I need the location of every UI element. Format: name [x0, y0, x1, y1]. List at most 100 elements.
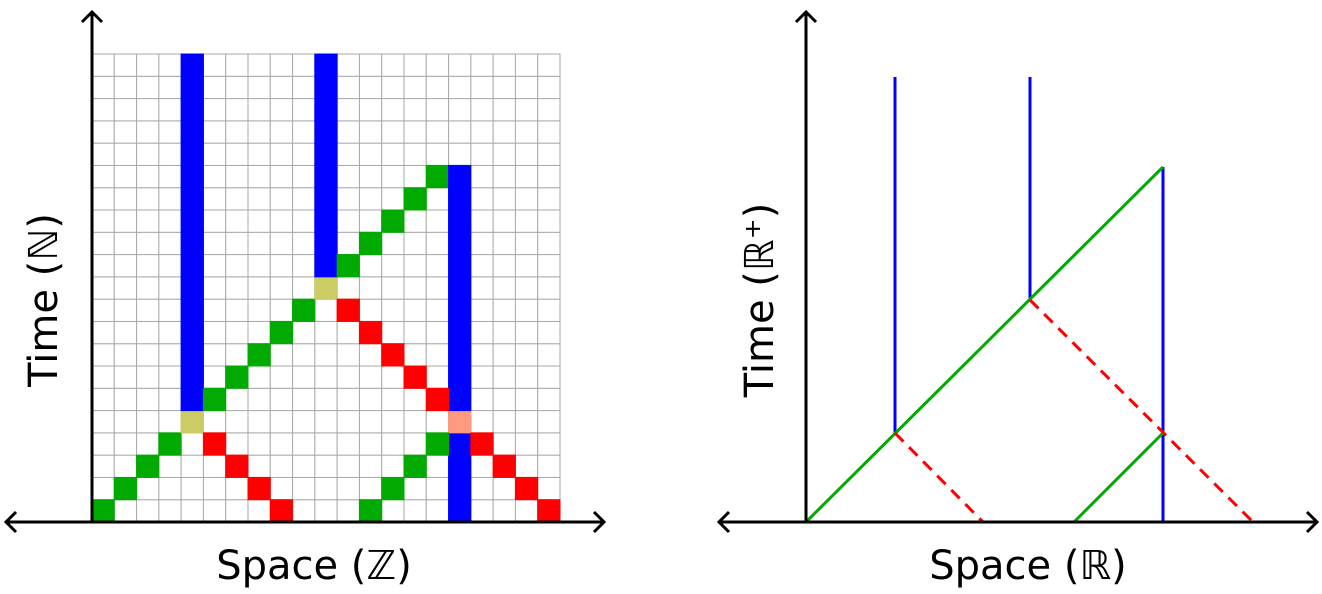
colored-cell — [448, 499, 472, 523]
grid-cell — [514, 432, 539, 456]
grid-cell — [247, 276, 271, 300]
grid-cell — [425, 231, 450, 256]
colored-cell — [381, 343, 405, 367]
grid-cell — [225, 276, 249, 300]
colored-cell — [448, 410, 472, 434]
grid-cell — [136, 98, 160, 122]
grid-cell — [448, 98, 472, 122]
grid-cell — [537, 254, 561, 278]
colored-cell — [448, 476, 472, 501]
grid-cell — [136, 142, 160, 166]
grid-cell — [492, 209, 516, 233]
grid-cell — [358, 254, 383, 278]
grid-cell — [381, 53, 405, 77]
grid-cell — [269, 476, 294, 501]
colored-cell — [448, 276, 472, 300]
grid-cell — [403, 298, 427, 322]
grid-cell — [91, 142, 115, 166]
grid-cell — [247, 75, 271, 100]
colored-cell — [448, 387, 472, 412]
grid-cell — [470, 120, 494, 144]
grid-cell — [358, 432, 383, 456]
grid-cell — [470, 387, 494, 412]
grid-cell — [158, 298, 182, 322]
grid-cell — [158, 164, 182, 189]
colored-cell — [425, 164, 450, 189]
grid-cell — [537, 320, 561, 345]
grid-cell — [180, 432, 204, 456]
grid-cell — [514, 142, 539, 166]
colored-cell — [180, 298, 204, 322]
grid-cell — [292, 387, 316, 412]
grid-cell — [136, 209, 160, 233]
grid-cell — [225, 499, 249, 523]
right-lines — [804, 77, 1255, 524]
grid-cell — [158, 254, 182, 278]
grid-cell — [91, 320, 115, 345]
grid-cell — [336, 75, 360, 100]
grid-cell — [537, 53, 561, 77]
colored-cell — [448, 187, 472, 211]
grid-cell — [336, 209, 360, 233]
grid-cell — [514, 320, 539, 345]
grid-cell — [403, 320, 427, 345]
grid-cell — [292, 432, 316, 456]
grid-cell — [403, 254, 427, 278]
grid-cell — [537, 410, 561, 434]
grid-cell — [403, 432, 427, 456]
x-axis-label: Space (ℝ) — [929, 543, 1127, 589]
grid-cell — [136, 387, 160, 412]
red-dashed-line — [893, 431, 985, 524]
grid-cell — [336, 343, 360, 367]
colored-cell — [448, 454, 472, 478]
grid-cell — [269, 298, 294, 322]
grid-cell — [314, 365, 338, 389]
grid-cell — [470, 142, 494, 166]
grid-cell — [537, 142, 561, 166]
grid-cell — [425, 410, 450, 434]
grid-cell — [381, 187, 405, 211]
grid-cell — [247, 142, 271, 166]
colored-cell — [358, 499, 383, 523]
colored-cell — [113, 476, 138, 501]
colored-cell — [448, 254, 472, 278]
colored-cell — [225, 454, 249, 478]
grid-cell — [225, 320, 249, 345]
colored-cell — [247, 476, 271, 501]
grid-cell — [492, 387, 516, 412]
grid-cell — [358, 298, 383, 322]
grid-cell — [381, 432, 405, 456]
grid-cell — [247, 410, 271, 434]
grid-cell — [202, 164, 227, 189]
grid-cell — [202, 365, 227, 389]
grid-cell — [225, 53, 249, 77]
grid-cell — [202, 499, 227, 523]
colored-cell — [514, 476, 539, 501]
grid-cell — [514, 454, 539, 478]
colored-cell — [314, 254, 338, 278]
grid-cell — [113, 75, 138, 100]
grid-cell — [358, 387, 383, 412]
grid-cell — [537, 187, 561, 211]
grid-cell — [425, 120, 450, 144]
colored-cell — [448, 343, 472, 367]
grid-cell — [225, 343, 249, 367]
grid-cell — [358, 75, 383, 100]
grid-cell — [358, 476, 383, 501]
grid-cell — [537, 454, 561, 478]
grid-cell — [91, 298, 115, 322]
grid-cell — [425, 276, 450, 300]
grid-cell — [136, 53, 160, 77]
grid-cell — [247, 432, 271, 456]
grid-cell — [448, 75, 472, 100]
grid-cell — [492, 320, 516, 345]
grid-cell — [403, 75, 427, 100]
grid-cell — [537, 276, 561, 300]
grid-cell — [91, 209, 115, 233]
grid-cell — [470, 320, 494, 345]
grid-cell — [537, 476, 561, 501]
grid-cell — [136, 476, 160, 501]
grid-cell — [381, 410, 405, 434]
grid-cell — [202, 254, 227, 278]
grid-cell — [292, 164, 316, 189]
